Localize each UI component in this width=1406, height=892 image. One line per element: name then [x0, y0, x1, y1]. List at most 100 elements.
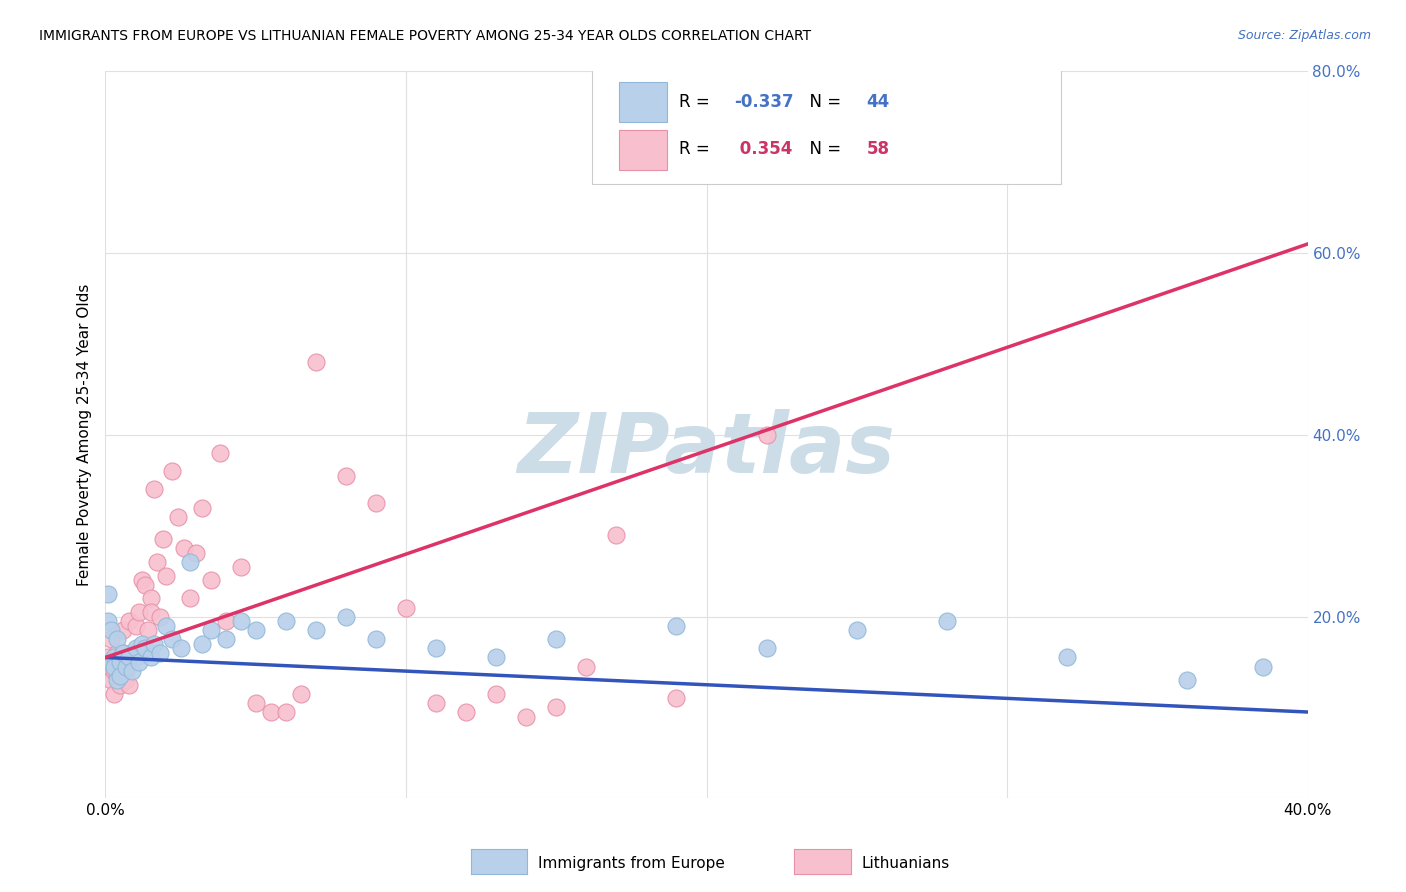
Point — [936, 614, 959, 628]
Point — [485, 650, 508, 665]
Point — [155, 568, 177, 582]
Point — [103, 659, 125, 673]
Text: 0.354: 0.354 — [734, 140, 793, 158]
Point — [103, 687, 125, 701]
Point — [305, 624, 328, 638]
Point — [148, 609, 170, 624]
Point — [166, 509, 188, 524]
Point — [208, 446, 231, 460]
Point — [110, 668, 132, 682]
Point — [696, 64, 718, 78]
Text: ZIPatlas: ZIPatlas — [517, 409, 896, 490]
Text: R =: R = — [679, 93, 714, 111]
Point — [107, 668, 129, 682]
Point — [97, 587, 120, 601]
Point — [115, 673, 138, 688]
Point — [112, 624, 135, 638]
Point — [128, 605, 150, 619]
Point — [139, 591, 162, 606]
Point — [134, 641, 156, 656]
Point — [110, 678, 132, 692]
Point — [260, 705, 283, 719]
Point — [100, 632, 122, 647]
Point — [124, 650, 146, 665]
FancyBboxPatch shape — [592, 64, 1062, 184]
Point — [214, 632, 236, 647]
Point — [605, 528, 627, 542]
Point — [305, 355, 328, 369]
Point — [274, 705, 297, 719]
Point — [107, 646, 129, 660]
Point — [136, 624, 159, 638]
Point — [145, 555, 167, 569]
Point — [139, 650, 162, 665]
Text: Lithuanians: Lithuanians — [862, 856, 950, 871]
Point — [335, 468, 357, 483]
Text: IMMIGRANTS FROM EUROPE VS LITHUANIAN FEMALE POVERTY AMONG 25-34 YEAR OLDS CORREL: IMMIGRANTS FROM EUROPE VS LITHUANIAN FEM… — [39, 29, 811, 43]
Text: 58: 58 — [866, 140, 890, 158]
Point — [97, 659, 120, 673]
Point — [107, 632, 129, 647]
Point — [425, 696, 447, 710]
Point — [395, 600, 418, 615]
Point — [107, 673, 129, 688]
Point — [155, 618, 177, 632]
Y-axis label: Female Poverty Among 25-34 Year Olds: Female Poverty Among 25-34 Year Olds — [77, 284, 93, 586]
Point — [169, 641, 191, 656]
Point — [115, 659, 138, 673]
Point — [485, 687, 508, 701]
Text: Immigrants from Europe: Immigrants from Europe — [538, 856, 725, 871]
Point — [179, 555, 201, 569]
Point — [546, 700, 568, 714]
Point — [214, 614, 236, 628]
Point — [184, 546, 207, 560]
Point — [1251, 659, 1274, 673]
Point — [173, 541, 195, 556]
Point — [110, 655, 132, 669]
Point — [515, 709, 537, 723]
Point — [100, 673, 122, 688]
Point — [100, 655, 122, 669]
Point — [118, 614, 141, 628]
Point — [190, 637, 212, 651]
Point — [142, 483, 165, 497]
Point — [121, 664, 143, 678]
Point — [115, 664, 138, 678]
Point — [290, 687, 312, 701]
Point — [845, 624, 868, 638]
Point — [245, 696, 267, 710]
Point — [131, 637, 153, 651]
Text: R =: R = — [679, 140, 714, 158]
Point — [190, 500, 212, 515]
Point — [755, 641, 778, 656]
Point — [425, 641, 447, 656]
Point — [131, 573, 153, 587]
Point — [200, 573, 222, 587]
FancyBboxPatch shape — [619, 129, 666, 169]
Point — [124, 618, 146, 632]
Text: 44: 44 — [866, 93, 890, 111]
Text: Source: ZipAtlas.com: Source: ZipAtlas.com — [1237, 29, 1371, 42]
Point — [364, 632, 387, 647]
Point — [665, 618, 688, 632]
Point — [118, 650, 141, 665]
Point — [200, 624, 222, 638]
Point — [335, 609, 357, 624]
Point — [124, 641, 146, 656]
Point — [152, 533, 174, 547]
Point — [142, 637, 165, 651]
Point — [103, 650, 125, 665]
Point — [112, 646, 135, 660]
Point — [100, 624, 122, 638]
Point — [97, 614, 120, 628]
Point — [665, 691, 688, 706]
Point — [118, 678, 141, 692]
Point — [229, 559, 252, 574]
Point — [575, 659, 598, 673]
Point — [364, 496, 387, 510]
Point — [274, 614, 297, 628]
Point — [454, 705, 477, 719]
Point — [160, 464, 183, 478]
Point — [1056, 650, 1078, 665]
Point — [97, 650, 120, 665]
